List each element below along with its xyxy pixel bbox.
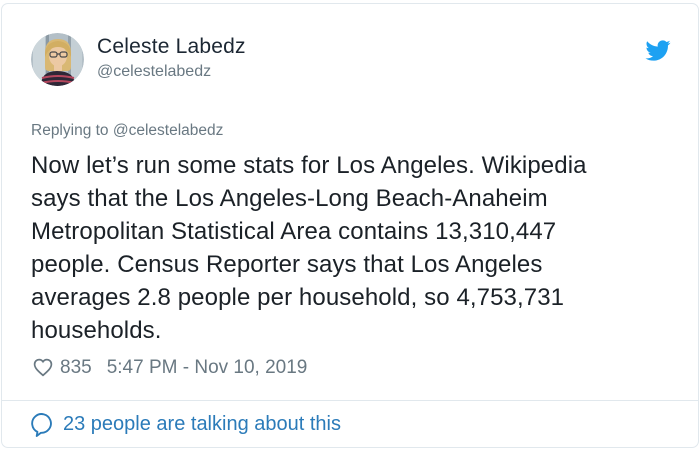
timestamp[interactable]: 5:47 PM - Nov 10, 2019: [106, 356, 308, 378]
tweet-card: Celeste Labedz @celestelabedz Replying t…: [1, 3, 699, 448]
tweet-text-line: households.: [31, 317, 162, 344]
tweet-text-line: Metropolitan Statistical Area contains 1…: [31, 218, 557, 245]
avatar-image: [31, 33, 84, 86]
tweet-text-line: averages 2.8 people per household, so 4,…: [31, 284, 565, 311]
tweet-meta: 835 5:47 PM - Nov 10, 2019: [31, 356, 670, 379]
talking-about-link[interactable]: 23 people are talking about this: [2, 400, 698, 447]
talking-about-label: 23 people are talking about this: [63, 412, 341, 435]
author-name[interactable]: Celeste Labedz: [97, 35, 246, 58]
tweet-text-line: Now let’s run some stats for Los Angeles…: [31, 152, 587, 179]
avatar[interactable]: [31, 33, 84, 86]
heart-outline-icon[interactable]: [31, 355, 55, 379]
tweet-text: Now let’s run some stats for Los Angeles…: [31, 149, 670, 347]
speech-bubble-icon: [31, 412, 52, 437]
like-count[interactable]: 835: [60, 356, 92, 378]
replying-to[interactable]: Replying to @celestelabedz: [31, 122, 224, 139]
twitter-bird-icon[interactable]: [643, 38, 673, 63]
author-block[interactable]: Celeste Labedz @celestelabedz: [97, 33, 246, 82]
tweet-header: Celeste Labedz @celestelabedz: [31, 33, 673, 86]
tweet-text-line: people. Census Reporter says that Los An…: [31, 251, 543, 278]
tweet-text-line: says that the Los Angeles-Long Beach-Ana…: [31, 185, 548, 212]
author-handle[interactable]: @celestelabedz: [97, 63, 212, 80]
